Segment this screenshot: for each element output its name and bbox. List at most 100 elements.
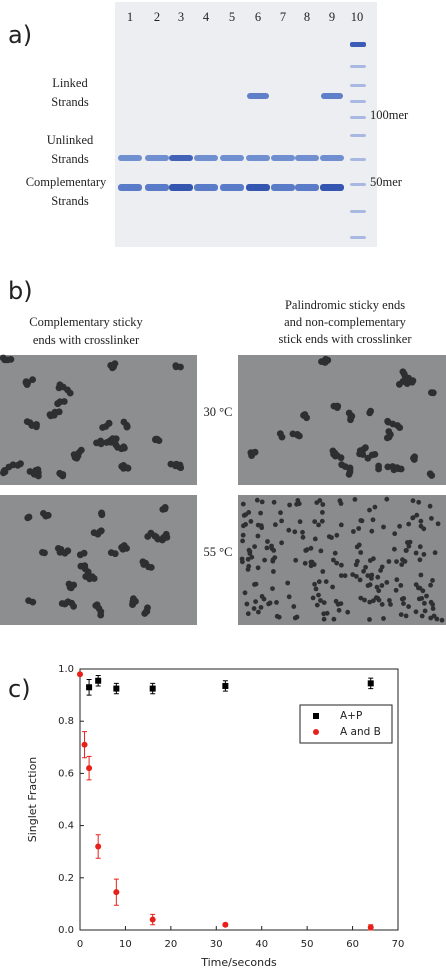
y-tick-label: 0.0 bbox=[58, 925, 74, 936]
particle bbox=[273, 522, 278, 527]
particle bbox=[121, 542, 128, 549]
particle bbox=[301, 535, 306, 540]
particle bbox=[246, 557, 251, 562]
particle bbox=[148, 564, 155, 571]
particle bbox=[298, 519, 303, 524]
particle bbox=[120, 443, 127, 450]
point bbox=[113, 686, 119, 692]
particle bbox=[354, 562, 359, 567]
panel-label: c) bbox=[8, 675, 31, 703]
particle bbox=[416, 500, 421, 505]
ladder-band bbox=[350, 210, 366, 213]
particle bbox=[309, 563, 314, 568]
particle bbox=[317, 579, 322, 584]
particle bbox=[409, 379, 416, 386]
point bbox=[368, 924, 374, 930]
particle bbox=[375, 575, 380, 580]
x-axis-label: Time/seconds bbox=[200, 956, 277, 969]
particle bbox=[262, 558, 267, 563]
lane-label: 8 bbox=[304, 10, 310, 24]
particle bbox=[396, 424, 403, 431]
particle bbox=[314, 500, 319, 505]
particle bbox=[260, 500, 265, 505]
particle bbox=[240, 557, 245, 562]
particle bbox=[385, 428, 392, 435]
particle bbox=[339, 573, 344, 578]
particle bbox=[362, 598, 367, 603]
particle bbox=[367, 508, 372, 513]
particle bbox=[373, 505, 378, 510]
particle bbox=[33, 421, 40, 428]
band bbox=[321, 93, 343, 99]
particle bbox=[394, 588, 399, 593]
point bbox=[95, 843, 101, 849]
lane-label: 1 bbox=[127, 10, 133, 24]
particle bbox=[70, 582, 77, 589]
particle bbox=[297, 501, 302, 506]
particle bbox=[303, 561, 308, 566]
lane-label: 5 bbox=[229, 10, 235, 24]
band bbox=[145, 155, 169, 161]
particle bbox=[384, 580, 389, 585]
caption: and non-complementary bbox=[284, 315, 407, 329]
lane-label: 4 bbox=[203, 10, 210, 24]
particle bbox=[287, 594, 292, 599]
particle bbox=[64, 547, 71, 554]
band bbox=[295, 155, 319, 161]
particle bbox=[249, 519, 254, 524]
particle bbox=[422, 552, 427, 557]
particle bbox=[358, 578, 363, 583]
particle bbox=[392, 531, 397, 536]
particle bbox=[320, 510, 325, 515]
particle bbox=[380, 602, 385, 607]
particle bbox=[67, 390, 74, 397]
particle bbox=[89, 573, 96, 580]
particle bbox=[371, 517, 376, 522]
particle bbox=[424, 594, 429, 599]
y-tick-label: 0.2 bbox=[58, 873, 74, 884]
ladder-band bbox=[350, 116, 366, 119]
particle bbox=[414, 582, 419, 587]
particle bbox=[256, 523, 261, 528]
particle bbox=[291, 604, 296, 609]
particle bbox=[353, 497, 358, 502]
particle bbox=[433, 550, 438, 555]
particle bbox=[246, 567, 251, 572]
particle bbox=[45, 512, 52, 519]
ladder-band bbox=[350, 84, 366, 87]
x-tick-label: 20 bbox=[164, 939, 177, 950]
band-label: Strands bbox=[51, 95, 89, 109]
particle bbox=[300, 530, 305, 535]
particle bbox=[124, 424, 131, 431]
particle bbox=[240, 539, 245, 544]
band bbox=[247, 93, 269, 99]
lane-label: 10 bbox=[351, 10, 364, 24]
particle bbox=[296, 433, 303, 440]
particle bbox=[245, 602, 250, 607]
particle bbox=[256, 534, 261, 539]
particle bbox=[252, 449, 259, 456]
particle bbox=[350, 572, 355, 577]
particle bbox=[279, 540, 284, 545]
particle bbox=[401, 601, 406, 606]
lane-label: 6 bbox=[255, 10, 261, 24]
particle bbox=[398, 583, 403, 588]
particle bbox=[384, 497, 389, 502]
particle bbox=[248, 549, 253, 554]
particle bbox=[256, 610, 261, 615]
caption: ends with crosslinker bbox=[33, 333, 140, 347]
panel-label: b) bbox=[8, 277, 33, 305]
particle bbox=[363, 565, 368, 570]
particle bbox=[97, 528, 104, 535]
particle bbox=[323, 358, 330, 365]
particle bbox=[397, 524, 402, 529]
band bbox=[295, 184, 319, 191]
particle bbox=[339, 501, 344, 506]
particle bbox=[429, 600, 434, 605]
particle bbox=[387, 559, 392, 564]
particle bbox=[98, 440, 105, 447]
band bbox=[246, 184, 270, 191]
particle bbox=[177, 364, 184, 371]
particle bbox=[153, 534, 160, 541]
particle bbox=[300, 412, 307, 419]
